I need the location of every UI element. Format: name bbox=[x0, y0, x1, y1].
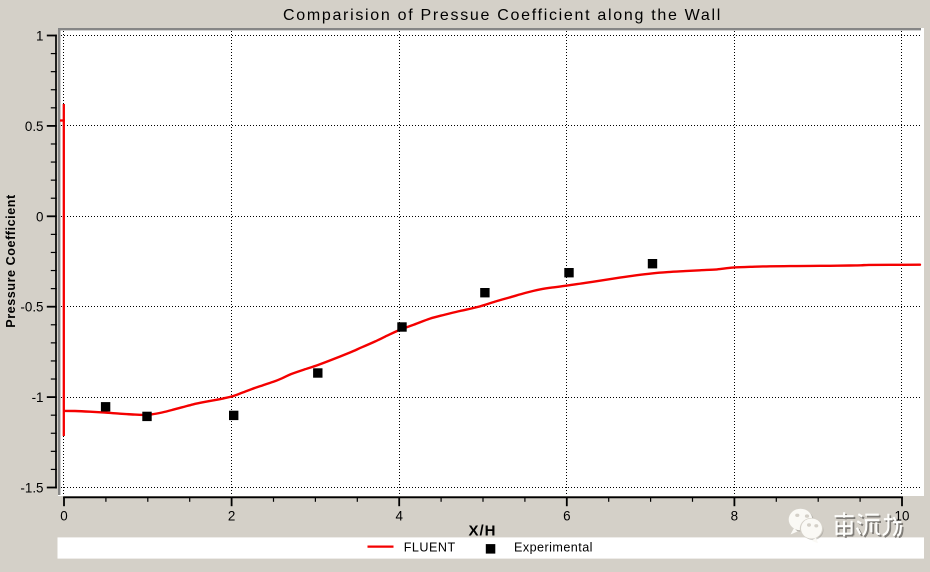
svg-text:FLUENT: FLUENT bbox=[404, 541, 456, 555]
svg-text:-0.5: -0.5 bbox=[20, 300, 43, 315]
svg-text:0: 0 bbox=[60, 509, 67, 524]
svg-text:Pressure Coefficient: Pressure Coefficient bbox=[4, 194, 18, 328]
svg-text:-1.5: -1.5 bbox=[20, 481, 43, 496]
svg-text:X/H: X/H bbox=[468, 523, 496, 540]
svg-text:2: 2 bbox=[228, 509, 235, 524]
svg-text:-1: -1 bbox=[32, 390, 44, 405]
svg-text:Experimental: Experimental bbox=[514, 541, 593, 555]
svg-text:4: 4 bbox=[395, 509, 403, 524]
svg-text:10: 10 bbox=[895, 509, 910, 524]
svg-text:0: 0 bbox=[36, 209, 43, 224]
svg-text:Comparision of Pressue Coeffic: Comparision of Pressue Coefficient along… bbox=[283, 7, 722, 24]
svg-text:0.5: 0.5 bbox=[25, 119, 44, 134]
svg-text:6: 6 bbox=[563, 509, 570, 524]
svg-text:8: 8 bbox=[731, 509, 738, 524]
svg-text:1: 1 bbox=[36, 29, 43, 44]
